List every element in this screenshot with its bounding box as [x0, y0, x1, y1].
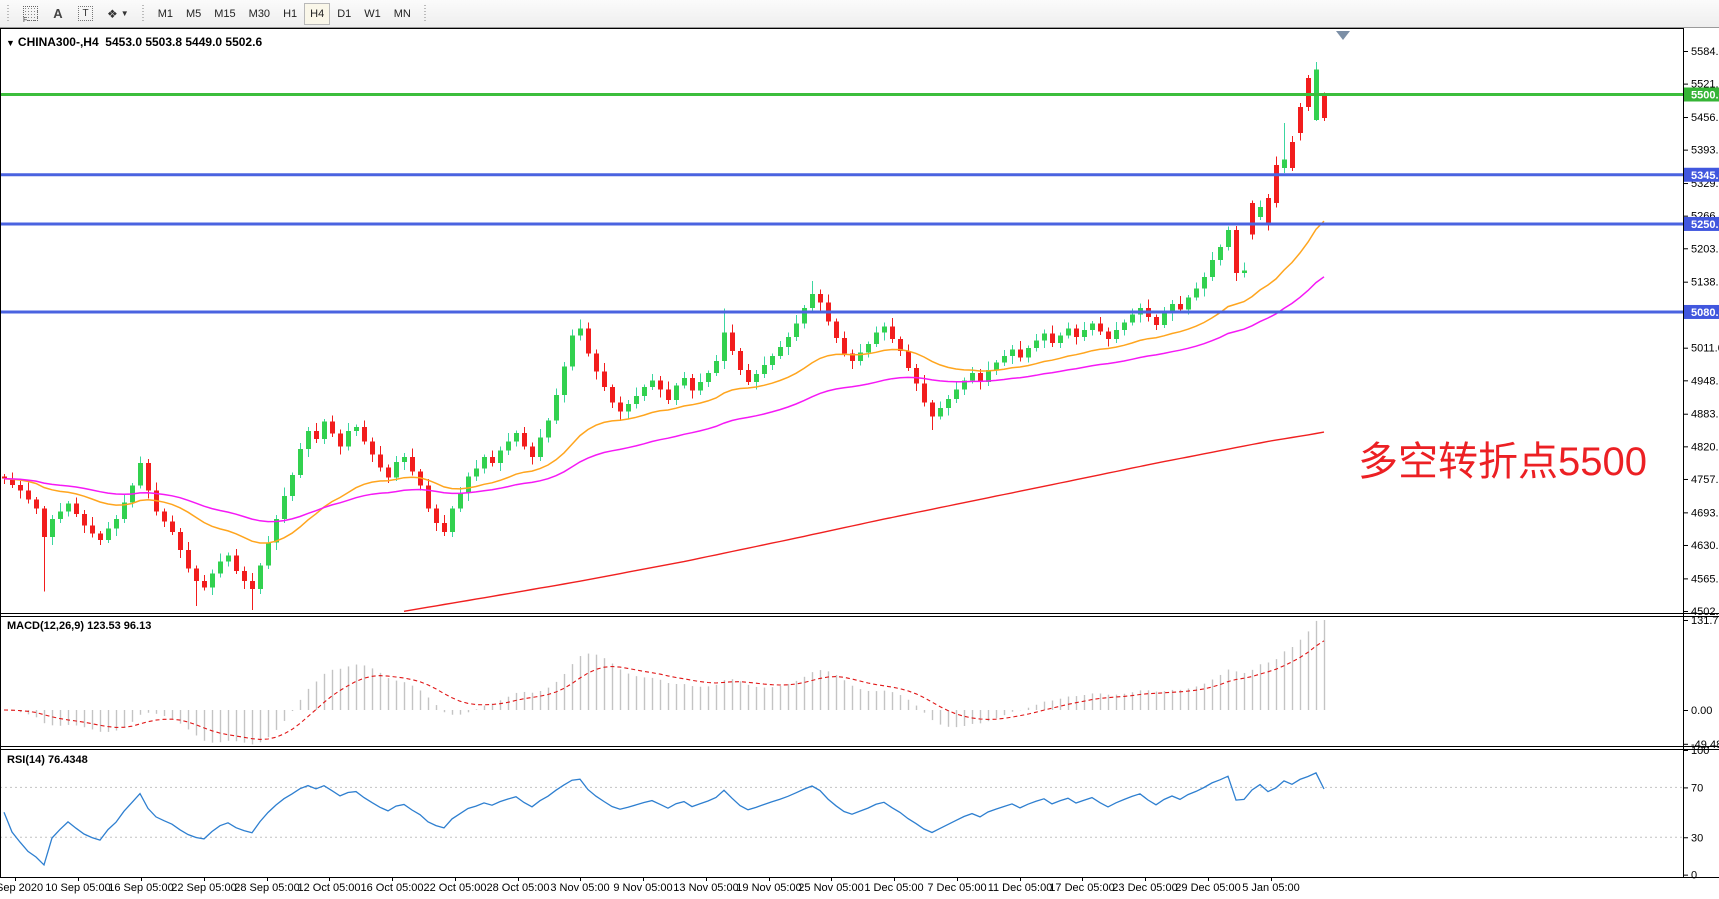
toolbar-drag-handle[interactable]	[140, 4, 146, 23]
text-tool-icon: T	[78, 6, 93, 21]
font-tool-icon: A	[53, 6, 63, 21]
svg-text:7 Dec 05:00: 7 Dec 05:00	[927, 882, 986, 894]
svg-text:11 Dec 05:00: 11 Dec 05:00	[988, 882, 1053, 894]
svg-text:4630.0: 4630.0	[1691, 540, 1719, 552]
ma-long-line	[403, 431, 1325, 612]
svg-text:4757.5: 4757.5	[1691, 474, 1719, 486]
svg-text:9 Nov 05:00: 9 Nov 05:00	[613, 882, 672, 894]
svg-text:5080.0: 5080.0	[1691, 307, 1719, 319]
svg-text:5345.0: 5345.0	[1691, 170, 1719, 182]
svg-text:4565.5: 4565.5	[1691, 573, 1719, 585]
svg-text:30: 30	[1691, 832, 1703, 844]
timeframe-button-m15[interactable]: M15	[208, 3, 241, 25]
chevron-down-icon: ▼	[120, 9, 129, 18]
svg-text:5 Jan 05:00: 5 Jan 05:00	[1242, 882, 1300, 894]
price-axis[interactable]: 5584.05521.05456.55393.55329.05266.05203…	[1683, 46, 1719, 882]
svg-text:4948.0: 4948.0	[1691, 375, 1719, 387]
timeframe-button-m5[interactable]: M5	[180, 3, 207, 25]
svg-text:5456.5: 5456.5	[1691, 112, 1719, 124]
timeframe-button-h4[interactable]: H4	[304, 2, 331, 25]
svg-text:5203.0: 5203.0	[1691, 243, 1719, 255]
macd-signal-line	[3, 640, 1325, 740]
svg-text:25 Nov 05:00: 25 Nov 05:00	[798, 882, 863, 894]
svg-text:22 Oct 05:00: 22 Oct 05:00	[424, 882, 487, 894]
pane-borders	[0, 28, 1719, 878]
svg-text:19 Nov 05:00: 19 Nov 05:00	[736, 882, 801, 894]
svg-text:4883.5: 4883.5	[1691, 409, 1719, 421]
shapes-tool-icon: ❖	[107, 6, 118, 21]
ma-mid-line	[3, 276, 1325, 523]
svg-text:-49.48: -49.48	[1691, 739, 1719, 751]
grid-tool-icon: F	[23, 6, 38, 24]
timeframe-button-m30[interactable]: M30	[243, 3, 276, 25]
svg-text:5393.5: 5393.5	[1691, 145, 1719, 157]
svg-text:22 Sep 05:00: 22 Sep 05:00	[171, 882, 236, 894]
timeframe-button-m1[interactable]: M1	[152, 3, 179, 25]
svg-text:10 Sep 05:00: 10 Sep 05:00	[45, 882, 110, 894]
chart-canvas[interactable]: 5584.05521.05456.55393.55329.05266.05203…	[0, 28, 1719, 894]
macd-pane[interactable]	[3, 620, 1326, 745]
font-tool-button[interactable]: A	[46, 3, 70, 25]
svg-text:29 Dec 05:00: 29 Dec 05:00	[1175, 882, 1240, 894]
svg-text:4 Sep 2020: 4 Sep 2020	[0, 882, 43, 894]
timeframe-button-w1[interactable]: W1	[358, 3, 387, 25]
svg-text:100: 100	[1691, 745, 1709, 757]
horizontal-level-lines[interactable]	[0, 92, 1683, 314]
svg-text:13 Nov 05:00: 13 Nov 05:00	[673, 882, 738, 894]
grid-tool-button[interactable]: F	[17, 3, 44, 25]
svg-text:5011.0: 5011.0	[1691, 343, 1719, 355]
top-toolbar: F A T ❖ ▼ M1 M5 M15 M30 H1 H4 D1 W1 MN	[0, 0, 1719, 28]
svg-text:23 Dec 05:00: 23 Dec 05:00	[1112, 882, 1177, 894]
svg-text:5250.0: 5250.0	[1691, 219, 1719, 231]
rsi-line	[3, 772, 1325, 867]
svg-text:1 Dec 05:00: 1 Dec 05:00	[864, 882, 923, 894]
svg-text:28 Sep 05:00: 28 Sep 05:00	[234, 882, 299, 894]
svg-text:16 Sep 05:00: 16 Sep 05:00	[108, 882, 173, 894]
svg-text:4693.0: 4693.0	[1691, 507, 1719, 519]
chart-window[interactable]: 5584.05521.05456.55393.55329.05266.05203…	[0, 28, 1719, 894]
svg-text:70: 70	[1691, 782, 1703, 794]
svg-text:131.76: 131.76	[1691, 615, 1719, 627]
svg-text:3 Nov 05:00: 3 Nov 05:00	[550, 882, 609, 894]
svg-text:28 Oct 05:00: 28 Oct 05:00	[487, 882, 550, 894]
svg-text:0: 0	[1691, 870, 1697, 882]
svg-text:4502.5: 4502.5	[1691, 606, 1719, 618]
shapes-tool-button[interactable]: ❖ ▼	[101, 3, 135, 25]
ma-fast-line	[3, 220, 1325, 544]
svg-text:12 Oct 05:00: 12 Oct 05:00	[298, 882, 361, 894]
timeframe-button-h1[interactable]: H1	[277, 3, 303, 25]
rsi-pane[interactable]	[0, 772, 1683, 867]
svg-text:17 Dec 05:00: 17 Dec 05:00	[1049, 882, 1114, 894]
svg-text:16 Oct 05:00: 16 Oct 05:00	[361, 882, 424, 894]
peak-arrow-marker[interactable]	[1336, 31, 1350, 40]
text-tool-button[interactable]: T	[72, 3, 99, 25]
timeframe-button-d1[interactable]: D1	[331, 3, 357, 25]
svg-text:0.00: 0.00	[1691, 705, 1712, 717]
svg-text:5500.0: 5500.0	[1691, 89, 1719, 101]
svg-text:4820.5: 4820.5	[1691, 441, 1719, 453]
toolbar-drag-handle[interactable]	[422, 4, 428, 23]
svg-text:5138.5: 5138.5	[1691, 277, 1719, 289]
timeframe-button-mn[interactable]: MN	[388, 3, 417, 25]
toolbar-drag-handle[interactable]	[6, 4, 11, 23]
svg-text:5584.0: 5584.0	[1691, 46, 1719, 58]
